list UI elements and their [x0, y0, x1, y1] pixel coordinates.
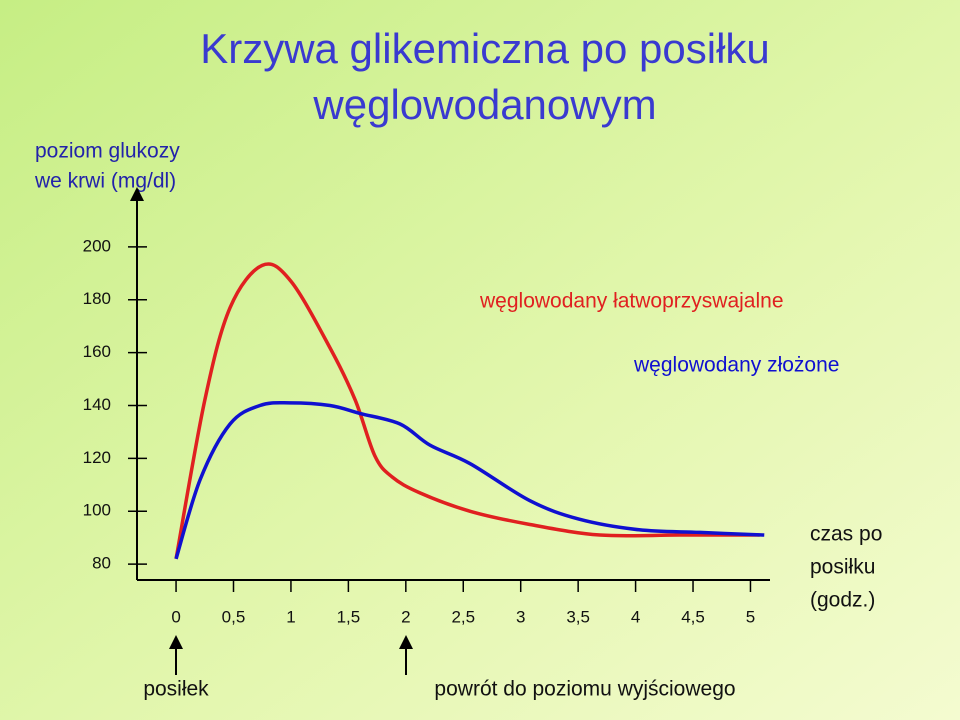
x-axis-label: posiłku: [810, 556, 875, 579]
x-tick-label: 4,5: [681, 607, 705, 626]
x-axis-label: (godz.): [810, 589, 875, 612]
x-tick-label: 5: [746, 607, 755, 626]
data-line: [174, 262, 760, 560]
y-tick-label: 120: [83, 448, 111, 467]
x-tick-label: 1: [286, 607, 295, 626]
series-label: węglowodany łatwoprzyswajalne: [479, 290, 784, 313]
x-tick-label: 3: [516, 607, 525, 626]
x-tick-label: 4: [631, 607, 640, 626]
x-axis-label: czas po: [810, 523, 882, 546]
x-tick-label: 1,5: [337, 607, 361, 626]
series-label: węglowodany złożone: [633, 354, 839, 377]
x-tick-label: 0: [171, 607, 180, 626]
x-tick-label: 0,5: [222, 607, 246, 626]
y-tick-label: 100: [83, 501, 111, 520]
y-tick-label: 200: [83, 236, 111, 255]
y-axis-label: poziom glukozy: [35, 140, 180, 163]
x-tick-label: 2,5: [451, 607, 475, 626]
annotation: powrót do poziomu wyjściowego: [434, 678, 735, 701]
y-tick-label: 140: [83, 395, 111, 414]
annotation: posiłek: [143, 678, 209, 701]
y-tick-label: 160: [83, 342, 111, 361]
y-tick-label: 180: [83, 289, 111, 308]
chart-title: Krzywa glikemiczna po posiłku: [200, 25, 770, 72]
chart-title: węglowodanowym: [312, 81, 656, 128]
x-tick-label: 3,5: [566, 607, 590, 626]
y-axis-label: we krwi (mg/dl): [34, 170, 176, 193]
x-tick-label: 2: [401, 607, 410, 626]
y-tick-label: 80: [92, 554, 111, 573]
data-line: [174, 401, 765, 560]
